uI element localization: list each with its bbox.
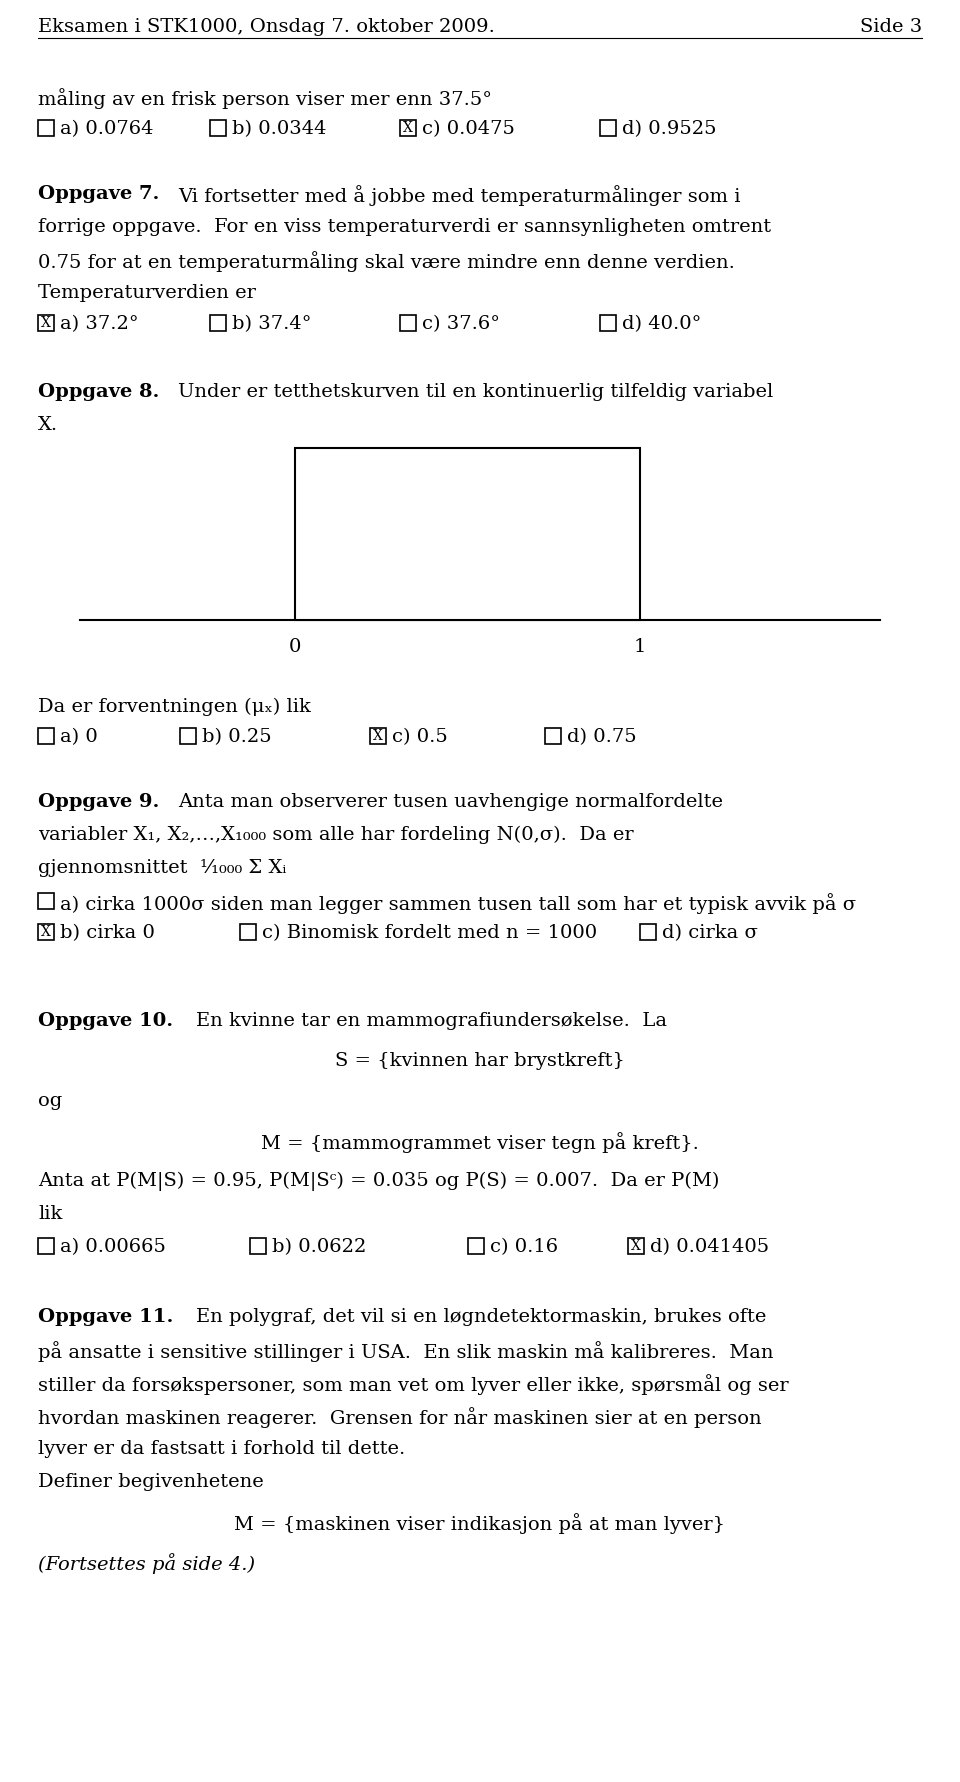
Bar xyxy=(600,315,616,331)
Text: Side 3: Side 3 xyxy=(860,18,922,36)
Text: X: X xyxy=(373,729,383,743)
Bar xyxy=(38,729,54,745)
Text: Oppgave 7.: Oppgave 7. xyxy=(38,185,159,203)
Bar xyxy=(38,315,54,331)
Text: d) 0.9525: d) 0.9525 xyxy=(622,119,716,137)
Text: b) 0.0344: b) 0.0344 xyxy=(232,119,326,137)
Text: a) cirka 1000σ siden man legger sammen tusen tall som har et typisk avvik på σ: a) cirka 1000σ siden man legger sammen t… xyxy=(60,893,856,914)
Text: forrige oppgave.  For en viss temperaturverdi er sannsynligheten omtrent: forrige oppgave. For en viss temperaturv… xyxy=(38,217,771,235)
Text: lik: lik xyxy=(38,1205,62,1222)
Text: d) 0.041405: d) 0.041405 xyxy=(650,1238,769,1256)
Text: c) 0.5: c) 0.5 xyxy=(392,729,447,747)
Text: Oppgave 10.: Oppgave 10. xyxy=(38,1012,173,1030)
Bar xyxy=(38,119,54,135)
Text: 1: 1 xyxy=(634,638,646,656)
Text: c) 0.0475: c) 0.0475 xyxy=(422,119,515,137)
Text: X: X xyxy=(41,925,51,939)
Text: En polygraf, det vil si en løgndetektormaskin, brukes ofte: En polygraf, det vil si en løgndetektorm… xyxy=(196,1308,766,1326)
Bar xyxy=(545,729,561,745)
Text: c) 0.16: c) 0.16 xyxy=(490,1238,558,1256)
Text: på ansatte i sensitive stillinger i USA.  En slik maskin må kalibreres.  Man: på ansatte i sensitive stillinger i USA.… xyxy=(38,1342,774,1361)
Bar xyxy=(468,1238,484,1255)
Text: gjennomsnittet  ¹⁄₁₀₀₀ Σ Xᵢ: gjennomsnittet ¹⁄₁₀₀₀ Σ Xᵢ xyxy=(38,859,286,877)
Text: Da er forventningen (μₓ) lik: Da er forventningen (μₓ) lik xyxy=(38,699,311,716)
Text: Definer begivenhetene: Definer begivenhetene xyxy=(38,1474,264,1492)
Bar xyxy=(400,315,416,331)
Text: X.: X. xyxy=(38,415,59,435)
Text: b) 0.25: b) 0.25 xyxy=(202,729,272,747)
Text: Anta at P(M|S) = 0.95, P(M|Sᶜ) = 0.035 og P(S) = 0.007.  Da er P(M): Anta at P(M|S) = 0.95, P(M|Sᶜ) = 0.035 o… xyxy=(38,1173,719,1190)
Bar xyxy=(640,925,656,939)
Bar xyxy=(628,1238,644,1255)
Text: Oppgave 9.: Oppgave 9. xyxy=(38,793,159,811)
Bar xyxy=(38,1238,54,1255)
Bar xyxy=(240,925,256,939)
Text: a) 0.0764: a) 0.0764 xyxy=(60,119,154,137)
Text: hvordan maskinen reagerer.  Grensen for når maskinen sier at en person: hvordan maskinen reagerer. Grensen for n… xyxy=(38,1408,761,1427)
Bar xyxy=(38,893,54,909)
Bar xyxy=(250,1238,266,1255)
Text: b) cirka 0: b) cirka 0 xyxy=(60,925,155,943)
Bar xyxy=(210,315,226,331)
Text: Vi fortsetter med å jobbe med temperaturmålinger som i: Vi fortsetter med å jobbe med temperatur… xyxy=(178,185,740,207)
Text: d) 40.0°: d) 40.0° xyxy=(622,315,702,333)
Text: X: X xyxy=(631,1238,641,1253)
Text: M = {maskinen viser indikasjon på at man lyver}: M = {maskinen viser indikasjon på at man… xyxy=(234,1513,726,1534)
Text: 0.75 for at en temperaturmåling skal være mindre enn denne verdien.: 0.75 for at en temperaturmåling skal vær… xyxy=(38,251,734,273)
Bar xyxy=(400,119,416,135)
Text: stiller da forsøkspersoner, som man vet om lyver eller ikke, spørsmål og ser: stiller da forsøkspersoner, som man vet … xyxy=(38,1374,788,1395)
Text: c) Binomisk fordelt med n = 1000: c) Binomisk fordelt med n = 1000 xyxy=(262,925,597,943)
Text: Under er tetthetskurven til en kontinuerlig tilfeldig variabel: Under er tetthetskurven til en kontinuer… xyxy=(178,383,773,401)
Text: Oppgave 8.: Oppgave 8. xyxy=(38,383,159,401)
Text: Anta man observerer tusen uavhengige normalfordelte: Anta man observerer tusen uavhengige nor… xyxy=(178,793,723,811)
Text: Eksamen i STK1000, Onsdag 7. oktober 2009.: Eksamen i STK1000, Onsdag 7. oktober 200… xyxy=(38,18,494,36)
Text: S = {kvinnen har brystkreft}: S = {kvinnen har brystkreft} xyxy=(335,1051,625,1069)
Bar xyxy=(210,119,226,135)
Text: b) 0.0622: b) 0.0622 xyxy=(272,1238,367,1256)
Text: d) 0.75: d) 0.75 xyxy=(567,729,636,747)
Text: b) 37.4°: b) 37.4° xyxy=(232,315,311,333)
Text: X: X xyxy=(41,315,51,330)
Text: d) cirka σ: d) cirka σ xyxy=(662,925,757,943)
Bar xyxy=(370,729,386,745)
Text: c) 37.6°: c) 37.6° xyxy=(422,315,500,333)
Text: a) 0.00665: a) 0.00665 xyxy=(60,1238,166,1256)
Bar xyxy=(38,925,54,939)
Text: Oppgave 11.: Oppgave 11. xyxy=(38,1308,174,1326)
Text: En kvinne tar en mammografiundersøkelse.  La: En kvinne tar en mammografiundersøkelse.… xyxy=(196,1012,667,1030)
Text: 0: 0 xyxy=(289,638,301,656)
Text: lyver er da fastsatt i forhold til dette.: lyver er da fastsatt i forhold til dette… xyxy=(38,1440,405,1458)
Text: (Fortsettes på side 4.): (Fortsettes på side 4.) xyxy=(38,1552,255,1574)
Text: variabler X₁, X₂,…,X₁₀₀₀ som alle har fordeling N(0,σ).  Da er: variabler X₁, X₂,…,X₁₀₀₀ som alle har fo… xyxy=(38,827,634,845)
Text: og: og xyxy=(38,1092,62,1110)
Text: a) 0: a) 0 xyxy=(60,729,98,747)
Bar xyxy=(600,119,616,135)
Text: X: X xyxy=(403,121,413,135)
Bar xyxy=(180,729,196,745)
Text: M = {mammogrammet viser tegn på kreft}.: M = {mammogrammet viser tegn på kreft}. xyxy=(261,1132,699,1153)
Text: måling av en frisk person viser mer enn 37.5°: måling av en frisk person viser mer enn … xyxy=(38,87,492,109)
Text: Temperaturverdien er: Temperaturverdien er xyxy=(38,283,256,301)
Bar xyxy=(295,447,640,620)
Text: a) 37.2°: a) 37.2° xyxy=(60,315,138,333)
